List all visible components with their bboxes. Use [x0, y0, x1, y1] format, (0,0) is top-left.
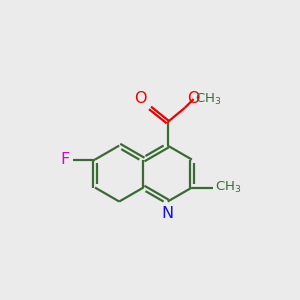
Text: N: N: [162, 206, 174, 221]
Text: CH$_3$: CH$_3$: [195, 92, 222, 106]
Text: CH$_3$: CH$_3$: [215, 180, 241, 195]
Text: O: O: [187, 91, 200, 106]
Text: F: F: [61, 152, 70, 167]
Text: O: O: [134, 91, 146, 106]
